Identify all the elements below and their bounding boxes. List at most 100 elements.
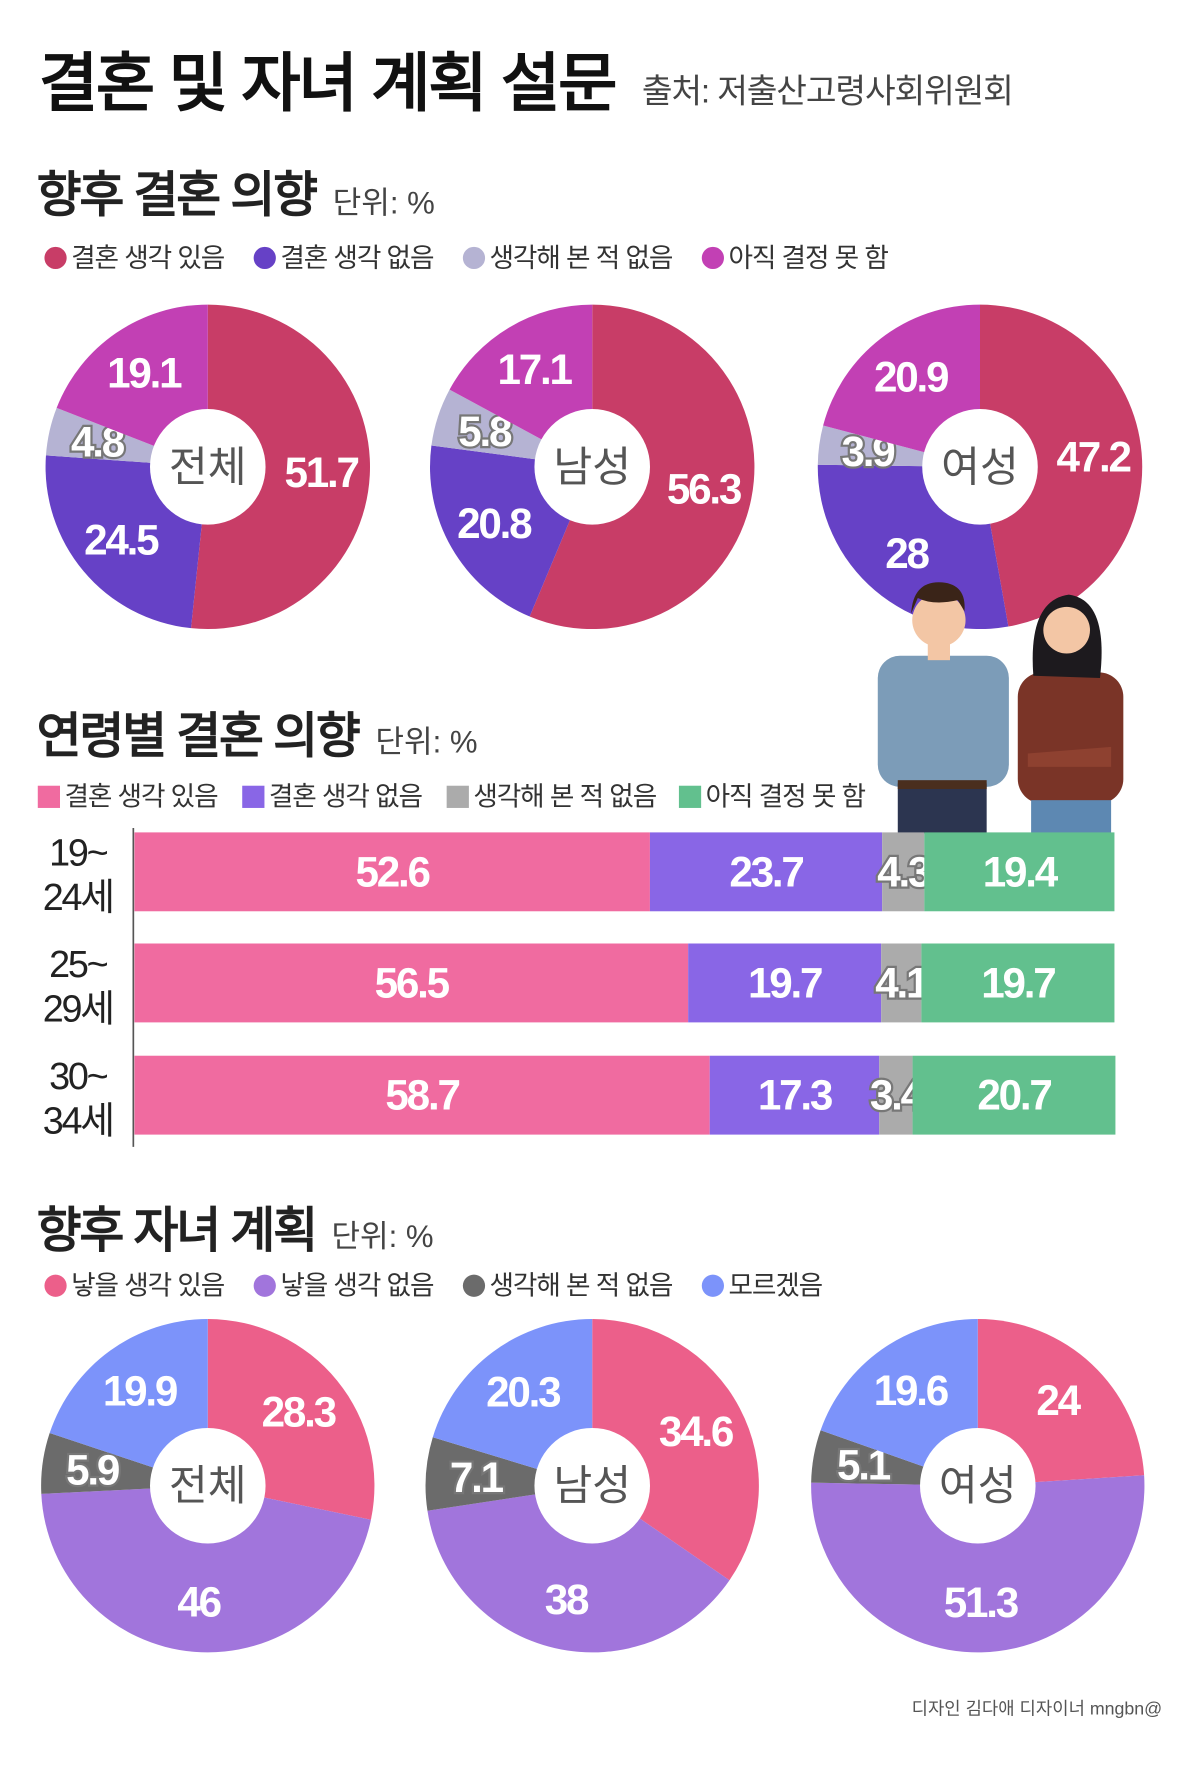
slice-value-label: 51.7	[285, 449, 359, 496]
legend-swatch	[37, 785, 60, 808]
donut-slice	[425, 1437, 593, 1511]
section-title-marriage: 향후 결혼 의향	[37, 168, 317, 222]
slice-value-label: 20.9	[874, 353, 948, 400]
donut-group-marriage: 51.724.54.819.1전체 56.320.85.817.1남성 47.228…	[45, 304, 1143, 630]
donut-hole	[920, 1427, 1036, 1544]
donut-center-label: 여성	[941, 443, 1019, 490]
legend-swatch	[44, 246, 67, 270]
donut-center-label: 여성	[939, 1462, 1017, 1509]
legend-label: 낳을 생각 있음	[71, 1271, 225, 1301]
slice-value-label: 24.5	[84, 516, 159, 563]
bar-value-label: 58.7	[385, 1072, 459, 1119]
donut-hole	[150, 1427, 266, 1544]
legend-age: 결혼 생각 있음 결혼 생각 없음 생각해 본 적 없음 아직 결정 못 함	[37, 782, 867, 812]
donut-center-label: 남성	[553, 1462, 631, 1509]
slice-value-label: 51.3	[944, 1579, 1018, 1626]
bar-value-label: 19.7	[748, 959, 822, 1006]
legend-swatch	[44, 1274, 67, 1297]
donut-center-label: 남성	[553, 443, 631, 490]
legend-label: 낳을 생각 없음	[280, 1271, 434, 1301]
legend-label: 아직 결정 못 함	[706, 782, 866, 812]
legend-label: 생각해 본 적 없음	[473, 782, 656, 812]
bar-value-label: 20.7	[977, 1072, 1051, 1119]
legend-label: 결혼 생각 있음	[64, 782, 218, 812]
row-label: 25~	[49, 944, 108, 986]
legend-children: 낳을 생각 있음 낳을 생각 없음 생각해 본 적 없음 모르겠음	[44, 1271, 824, 1301]
bar-value-label: 4.1	[875, 959, 929, 1006]
slice-value-label: 5.8	[458, 408, 512, 455]
legend-swatch	[701, 246, 724, 270]
bar-segment	[882, 832, 925, 912]
row-label: 34세	[43, 1101, 113, 1143]
donut-slice	[427, 1485, 730, 1653]
donut-group-children: 28.3465.919.9전체34.6387.120.3남성2451.35.11…	[41, 1319, 1145, 1653]
bar-segment	[688, 943, 882, 1023]
unit-label: 단위: %	[331, 1219, 433, 1254]
donut-slice	[41, 1485, 371, 1653]
section-title-children: 향후 자녀 계획	[37, 1204, 316, 1258]
unit-label: 단위: %	[375, 724, 477, 759]
legend-label: 결혼 생각 없음	[269, 782, 423, 812]
slice-value-label: 56.3	[667, 466, 741, 513]
slice-value-label: 28	[885, 530, 929, 577]
donut-hole	[534, 409, 650, 525]
bar-segment	[924, 832, 1115, 912]
legend-label: 모르겠음	[728, 1271, 822, 1301]
legend-label: 생각해 본 적 없음	[490, 1271, 673, 1301]
legend-swatch	[253, 246, 276, 270]
donut-center-label: 전체	[169, 443, 247, 490]
bar-value-label: 52.6	[356, 848, 430, 895]
bar-segment	[881, 943, 922, 1023]
page-title: 결혼 및 자녀 계획 설문	[39, 48, 615, 120]
design-credit: 디자인 김다애 디자이너 mngbn@	[912, 1699, 1163, 1719]
legend-swatch	[446, 785, 469, 808]
donut-slice	[592, 1319, 759, 1581]
bar-value-label: 4.3	[877, 848, 930, 895]
legend-swatch	[253, 1274, 276, 1297]
slice-value-label: 7.1	[450, 1454, 504, 1501]
legend-label: 아직 결정 못 함	[728, 243, 888, 273]
legend-swatch	[462, 1274, 486, 1297]
row-label: 30~	[49, 1056, 108, 1098]
slice-value-label: 20.8	[457, 500, 532, 547]
slice-value-label: 28.3	[262, 1389, 336, 1436]
slice-value-label: 47.2	[1056, 433, 1130, 480]
donut-center-label: 전체	[169, 1462, 247, 1509]
slice-value-label: 34.6	[659, 1408, 733, 1455]
bar-segment	[709, 1055, 880, 1135]
legend-label: 결혼 생각 있음	[71, 243, 225, 273]
donut-hole	[922, 409, 1038, 525]
row-label: 19~	[49, 833, 108, 875]
slice-value-label: 19.9	[103, 1368, 177, 1415]
slice-value-label: 19.6	[874, 1367, 948, 1414]
source-text: 출처: 저출산고령사회위원회	[642, 73, 1013, 110]
legend-label: 생각해 본 적 없음	[490, 243, 673, 273]
legend-marriage: 결혼 생각 있음 결혼 생각 없음 생각해 본 적 없음 아직 결정 못 함	[44, 243, 890, 273]
bar-segment	[134, 832, 650, 912]
donut-slice	[811, 1475, 1145, 1653]
bar-value-label: 19.4	[983, 848, 1059, 895]
legend-swatch	[701, 1274, 724, 1297]
row-label: 24세	[43, 877, 113, 919]
donut-hole	[534, 1427, 650, 1544]
bar-segment	[649, 832, 883, 912]
slice-value-label: 19.1	[107, 350, 182, 397]
donut-slice	[977, 1319, 1145, 1486]
slice-value-label: 38	[545, 1576, 589, 1623]
bar-value-label: 19.7	[981, 959, 1055, 1006]
slice-value-label: 20.3	[486, 1368, 560, 1415]
bar-segment	[134, 943, 689, 1023]
donut-hole	[150, 409, 266, 525]
legend-swatch	[462, 246, 486, 270]
slice-value-label: 24	[1036, 1377, 1081, 1424]
bar-value-label: 56.5	[375, 959, 450, 1006]
slice-value-label: 46	[177, 1579, 220, 1626]
legend-swatch	[242, 785, 265, 808]
bar-segment	[879, 1055, 913, 1135]
unit-label: 단위: %	[333, 186, 435, 221]
bar-value-label: 17.3	[758, 1072, 832, 1119]
donut-slice	[191, 304, 370, 630]
bar-segment	[921, 943, 1115, 1023]
